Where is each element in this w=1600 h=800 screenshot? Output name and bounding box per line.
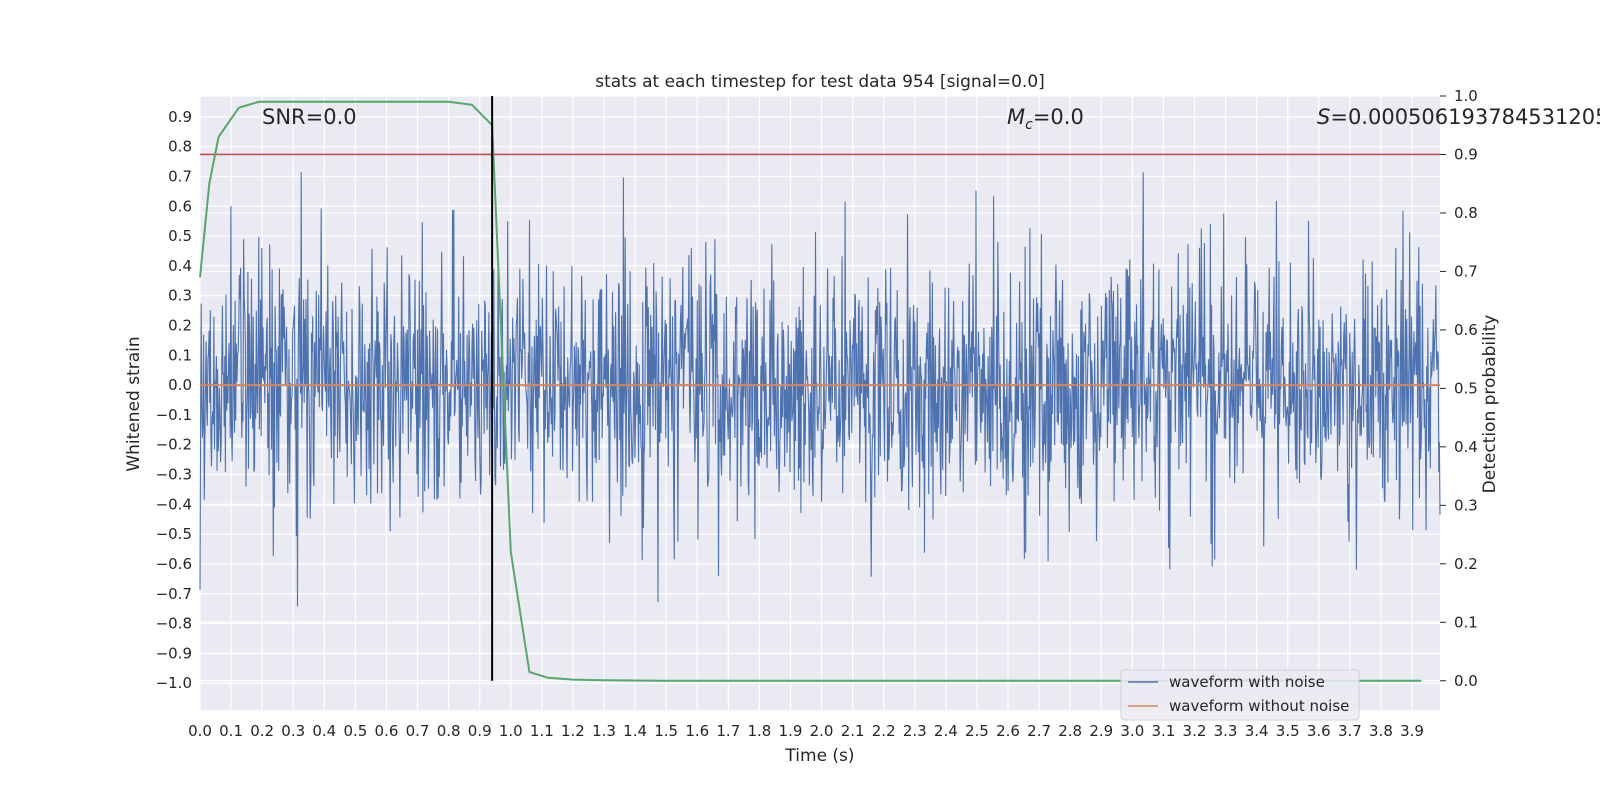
- x-tick-label: 1.1: [530, 722, 554, 740]
- x-tick-label: 3.7: [1338, 722, 1362, 740]
- x-tick-label: 2.9: [1089, 722, 1113, 740]
- chart-title: stats at each timestep for test data 954…: [595, 72, 1045, 92]
- y-tick-label: −0.5: [156, 525, 192, 543]
- x-axis-label: Time (s): [784, 746, 854, 766]
- y2-tick-label: 0.1: [1454, 613, 1478, 631]
- detection-probability-line: [199, 100, 1422, 682]
- x-tick-label: 1.7: [716, 722, 740, 740]
- x-tick-label: 0.9: [468, 722, 492, 740]
- x-tick-label: 3.0: [1120, 722, 1144, 740]
- x-tick-label: 0.7: [406, 722, 430, 740]
- x-tick-label: 1.0: [499, 722, 523, 740]
- waveform-with-noise-line: [199, 171, 1441, 607]
- x-tick-label: 2.2: [872, 722, 896, 740]
- y-tick-label: −1.0: [156, 674, 192, 692]
- y2-tick-label: 0.8: [1454, 204, 1478, 222]
- x-tick-label: 1.5: [654, 722, 678, 740]
- y-tick-label: −0.3: [156, 466, 192, 484]
- x-tick-label: 0.8: [437, 722, 461, 740]
- y-tick-label: 0.3: [168, 287, 192, 305]
- y-tick-label: 0.2: [168, 317, 192, 335]
- s-symbol: S: [1317, 105, 1330, 129]
- x-tick-label: 3.6: [1307, 722, 1331, 740]
- y-tick-label: 0.4: [168, 257, 192, 275]
- x-tick-label: 3.2: [1183, 722, 1207, 740]
- y2-tick-label: 0.5: [1454, 379, 1478, 397]
- y-tick-label: 0.8: [168, 138, 192, 156]
- legend-label-noise: waveform with noise: [1169, 673, 1325, 691]
- x-tick-label: 1.3: [592, 722, 616, 740]
- x-tick-label: 0.3: [281, 722, 305, 740]
- x-tick-label: 2.1: [841, 722, 865, 740]
- y-tick-label: 0.9: [168, 108, 192, 126]
- mc-annotation: Mc=0.0: [1007, 105, 1084, 133]
- y2-tick-label: 0.7: [1454, 262, 1478, 280]
- noise-layer: [199, 171, 1441, 607]
- y2-tick-label: 0.6: [1454, 321, 1478, 339]
- x-tick-label: 0.2: [250, 722, 274, 740]
- y2-tick-label: 0.4: [1454, 438, 1478, 456]
- x-tick-label: 0.5: [343, 722, 367, 740]
- y-tick-label: −0.8: [156, 615, 192, 633]
- y-tick-label: −0.9: [156, 644, 192, 662]
- x-tick-label: 1.4: [623, 722, 647, 740]
- x-tick-label: 1.2: [561, 722, 585, 740]
- y-tick-layer: 0.9 0.8 0.7 0.6 0.5 0.4 0.3 0.2 0.1 0.0 −0.1 −0.2 −0…: [156, 108, 192, 692]
- x-tick-label: 3.4: [1245, 722, 1269, 740]
- x-tick-label: 2.7: [1027, 722, 1051, 740]
- y-tick-label: −0.2: [156, 436, 192, 454]
- x-tick-label: 2.4: [934, 722, 958, 740]
- x-tick-label: 3.5: [1276, 722, 1300, 740]
- mc-subscript: c: [1025, 117, 1033, 133]
- y2-axis-label: Detection probability: [1480, 315, 1500, 494]
- x-tick-label: 3.9: [1400, 722, 1424, 740]
- x-tick-label: 3.3: [1214, 722, 1238, 740]
- y-tick-label: 0.5: [168, 227, 192, 245]
- legend: waveform with noise waveform without noi…: [1120, 669, 1360, 721]
- s-annotation: S=0.0005061937845312057: [1317, 105, 1600, 129]
- y-tick-label: 0.1: [168, 346, 192, 364]
- x-tick-label: 3.1: [1151, 722, 1175, 740]
- y2-tick-layer: 1.0 0.9 0.8 0.7 0.6 0.5 0.4 0.3 0.2 0.1 0.0: [1440, 87, 1478, 690]
- x-tick-label: 3.8: [1369, 722, 1393, 740]
- y2-tick-label: 1.0: [1454, 87, 1478, 105]
- x-tick-label: 0.6: [375, 722, 399, 740]
- y2-tick-label: 0.0: [1454, 672, 1478, 690]
- y-tick-label: −0.6: [156, 555, 192, 573]
- x-tick-layer: 0.0 0.1 0.2 0.3 0.4 0.5 0.6 0.7 0.8 0.9 1.0 1.1 1.2 1…: [188, 722, 1424, 740]
- y2-tick-label: 0.3: [1454, 496, 1478, 514]
- snr-annotation: SNR=0.0: [262, 105, 357, 129]
- y2-tick-label: 0.9: [1454, 145, 1478, 163]
- y-tick-label: 0.7: [168, 167, 192, 185]
- legend-box: [1120, 669, 1360, 721]
- mc-symbol: M: [1007, 105, 1025, 129]
- x-tick-label: 1.8: [747, 722, 771, 740]
- x-tick-label: 2.3: [903, 722, 927, 740]
- x-tick-label: 2.0: [810, 722, 834, 740]
- y-axis-label: Whitened strain: [124, 336, 144, 471]
- s-value: =0.0005061937845312057: [1330, 105, 1600, 129]
- x-tick-label: 2.8: [1058, 722, 1082, 740]
- y-tick-label: −0.1: [156, 406, 192, 424]
- x-tick-label: 2.5: [965, 722, 989, 740]
- x-tick-label: 0.1: [219, 722, 243, 740]
- y-tick-label: −0.4: [156, 495, 192, 513]
- y-tick-label: −0.7: [156, 585, 192, 603]
- series-layer: [199, 96, 1440, 682]
- x-tick-label: 0.4: [312, 722, 336, 740]
- y-tick-label: 0.6: [168, 197, 192, 215]
- x-tick-label: 1.9: [779, 722, 803, 740]
- x-tick-label: 2.6: [996, 722, 1020, 740]
- y-tick-label: 0.0: [168, 376, 192, 394]
- mc-value: =0.0: [1033, 105, 1084, 129]
- y2-tick-label: 0.2: [1454, 555, 1478, 573]
- legend-label-clean: waveform without noise: [1169, 697, 1349, 715]
- x-tick-label: 0.0: [188, 722, 212, 740]
- x-tick-label: 1.6: [685, 722, 709, 740]
